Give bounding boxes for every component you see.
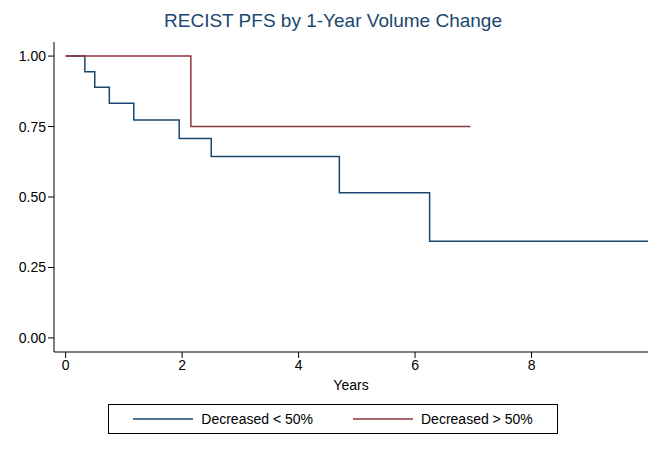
html-text:Decreased > 50%: Decreased > 50% [421, 411, 533, 427]
svg-text:0.25: 0.25 [19, 259, 46, 275]
svg-text:Years: Years [333, 377, 368, 393]
svg-text:1.00: 1.00 [19, 48, 46, 64]
svg-text:0: 0 [62, 357, 70, 373]
svg-text:2: 2 [178, 357, 186, 373]
html-text:RECIST PFS by 1-Year Volume Ch: RECIST PFS by 1-Year Volume Change [164, 10, 502, 31]
svg-text:0.50: 0.50 [19, 189, 46, 205]
svg-text:0.75: 0.75 [19, 119, 46, 135]
html-text:Decreased < 50%: Decreased < 50% [201, 411, 313, 427]
svg-text:8: 8 [528, 357, 536, 373]
svg-text:0.00: 0.00 [19, 330, 46, 346]
svg-text:4: 4 [295, 357, 303, 373]
svg-text:6: 6 [411, 357, 419, 373]
